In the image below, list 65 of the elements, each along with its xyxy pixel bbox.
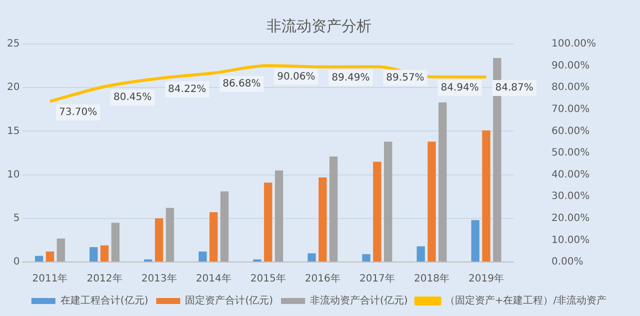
bar bbox=[154, 218, 164, 262]
data-label: 84.22% bbox=[168, 84, 206, 95]
bar bbox=[416, 246, 425, 262]
legend-label: 非流动资产合计(亿元) bbox=[310, 294, 408, 307]
y2-tick-label: 100.00% bbox=[552, 38, 596, 50]
y-tick-label: 20 bbox=[6, 82, 20, 94]
data-label: 90.06% bbox=[277, 71, 316, 82]
y2-tick-label: 40.00% bbox=[552, 169, 590, 180]
x-tick-label: 2011年 bbox=[32, 272, 68, 285]
bar bbox=[274, 170, 284, 262]
x-tick-label: 2015年 bbox=[250, 272, 286, 285]
data-label: 84.87% bbox=[495, 82, 534, 94]
bar bbox=[438, 102, 447, 262]
y2-tick-label: 60.00% bbox=[552, 126, 590, 137]
y2-tick-label: 80.00% bbox=[552, 82, 590, 94]
bar bbox=[166, 208, 174, 262]
line-series bbox=[48, 64, 488, 103]
bar bbox=[373, 162, 382, 262]
bar bbox=[209, 212, 218, 262]
bar bbox=[198, 252, 207, 262]
x-tick-label: 2018年 bbox=[414, 272, 450, 285]
bar bbox=[428, 142, 436, 262]
y2-tick-label: 70.00% bbox=[552, 104, 590, 115]
legend-label: 固定资产合计(亿元) bbox=[185, 294, 274, 307]
y2-tick-label: 30.00% bbox=[552, 191, 590, 202]
bar bbox=[46, 252, 54, 262]
data-label: 86.68% bbox=[222, 78, 261, 90]
y2-tick-label: 20.00% bbox=[552, 212, 590, 224]
bar bbox=[90, 247, 98, 262]
x-tick-label: 2017年 bbox=[359, 272, 395, 285]
bar bbox=[56, 238, 65, 262]
x-tick-label: 2019年 bbox=[468, 272, 504, 285]
x-tick-label: 2012年 bbox=[86, 272, 122, 285]
y2-tick-label: 50.00% bbox=[552, 148, 590, 159]
bar bbox=[482, 130, 490, 262]
bar bbox=[34, 256, 44, 262]
y2-tick-label: 0.00% bbox=[552, 256, 584, 268]
legend-label: 在建工程合计(亿元) bbox=[60, 294, 148, 307]
bar bbox=[471, 220, 480, 262]
chart-title: 非流动资产分析 bbox=[266, 16, 372, 35]
bar bbox=[329, 156, 338, 262]
data-label: 89.49% bbox=[332, 72, 370, 84]
y-tick-label: 15 bbox=[6, 126, 20, 137]
bar bbox=[362, 254, 370, 262]
y-tick-label: 5 bbox=[13, 212, 20, 224]
y-tick-label: 10 bbox=[6, 169, 20, 180]
data-label: 80.45% bbox=[114, 92, 152, 104]
bar bbox=[384, 142, 392, 262]
y-tick-label: 0 bbox=[13, 256, 20, 268]
legend-label: （固定资产+在建工程）/非流动资产 bbox=[444, 294, 607, 307]
y2-tick-label: 10.00% bbox=[552, 234, 590, 246]
bar bbox=[308, 253, 316, 262]
x-tick-label: 2013年 bbox=[141, 272, 177, 285]
bar bbox=[111, 222, 120, 262]
data-label: 73.70% bbox=[58, 106, 98, 118]
data-label: 89.57% bbox=[386, 72, 424, 84]
x-tick-label: 2014年 bbox=[196, 272, 232, 285]
bar bbox=[318, 177, 327, 262]
bar bbox=[264, 182, 272, 262]
bar bbox=[100, 245, 109, 262]
bar bbox=[220, 191, 229, 262]
y-tick-label: 25 bbox=[6, 38, 20, 50]
x-tick-label: 2016年 bbox=[304, 272, 340, 285]
y2-tick-label: 90.00% bbox=[552, 60, 590, 72]
data-label: 84.94% bbox=[440, 82, 479, 94]
